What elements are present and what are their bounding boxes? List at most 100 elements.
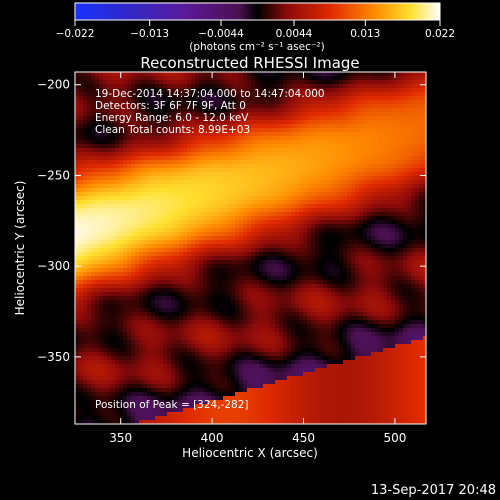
heatmap-cell bbox=[115, 96, 120, 101]
heatmap-cell bbox=[315, 256, 320, 261]
heatmap-cell bbox=[207, 220, 212, 225]
heatmap-cell bbox=[303, 276, 308, 281]
heatmap-cell bbox=[387, 136, 392, 141]
heatmap-cell bbox=[95, 80, 100, 85]
heatmap-cell bbox=[155, 108, 160, 113]
heatmap-cell bbox=[179, 148, 184, 153]
heatmap-cell bbox=[303, 152, 308, 157]
heatmap-cell bbox=[179, 232, 184, 237]
heatmap-cell bbox=[75, 132, 80, 137]
heatmap-cell bbox=[407, 292, 412, 297]
heatmap-cell bbox=[171, 72, 176, 77]
heatmap-cell bbox=[75, 144, 80, 149]
heatmap-cell bbox=[179, 136, 184, 141]
heatmap-cell bbox=[239, 252, 244, 257]
heatmap-cell bbox=[415, 276, 420, 281]
heatmap-cell bbox=[239, 236, 244, 241]
heatmap-cell bbox=[323, 284, 328, 289]
heatmap-cell bbox=[95, 228, 100, 233]
heatmap-cell bbox=[315, 264, 320, 269]
heatmap-cell bbox=[107, 156, 112, 161]
heatmap-cell bbox=[195, 80, 200, 85]
heatmap-cell bbox=[235, 252, 240, 257]
heatmap-cell bbox=[343, 156, 348, 161]
heatmap-cell bbox=[359, 84, 364, 89]
heatmap-cell bbox=[411, 268, 416, 273]
heatmap-cell bbox=[403, 180, 408, 185]
heatmap-cell bbox=[411, 112, 416, 117]
heatmap-cell bbox=[175, 224, 180, 229]
heatmap-cell bbox=[403, 204, 408, 209]
heatmap-cell bbox=[415, 72, 420, 77]
heatmap-cell bbox=[219, 160, 224, 165]
heatmap-cell bbox=[335, 116, 340, 121]
heatmap-cell bbox=[375, 248, 380, 253]
heatmap-cell bbox=[331, 104, 336, 109]
heatmap-cell bbox=[379, 100, 384, 105]
heatmap-cell bbox=[391, 280, 396, 285]
heatmap-cell bbox=[303, 212, 308, 217]
heatmap-cell bbox=[315, 208, 320, 213]
heatmap-cell bbox=[379, 136, 384, 141]
heatmap-cell bbox=[335, 144, 340, 149]
heatmap-cell bbox=[423, 92, 426, 97]
heatmap-cell bbox=[143, 208, 148, 213]
heatmap-cell bbox=[187, 200, 192, 205]
heatmap-cell bbox=[291, 204, 296, 209]
heatmap-cell bbox=[407, 240, 412, 245]
heatmap-cell bbox=[251, 256, 256, 261]
heatmap-cell bbox=[123, 252, 128, 257]
heatmap-cell bbox=[303, 148, 308, 153]
heatmap-cell bbox=[323, 156, 328, 161]
heatmap-cell bbox=[91, 96, 96, 101]
heatmap-cell bbox=[143, 160, 148, 165]
heatmap-cell bbox=[327, 260, 332, 265]
heatmap-cell bbox=[367, 260, 372, 265]
heatmap-cell bbox=[355, 80, 360, 85]
heatmap-cell bbox=[227, 220, 232, 225]
heatmap-cell bbox=[151, 268, 156, 273]
heatmap-cell bbox=[99, 168, 104, 173]
heatmap-cell bbox=[395, 220, 400, 225]
heatmap-cell bbox=[191, 232, 196, 237]
heatmap-cell bbox=[75, 164, 80, 169]
heatmap-cell bbox=[207, 168, 212, 173]
heatmap-cell bbox=[255, 220, 260, 225]
heatmap-cell bbox=[247, 292, 252, 297]
colorbar-ticks: −0.022 −0.013 −0.0044 0.0044 0.013 0.022 bbox=[56, 20, 455, 40]
heatmap-cell bbox=[331, 76, 336, 81]
heatmap-cell bbox=[127, 236, 132, 241]
heatmap-cell bbox=[143, 104, 148, 109]
heatmap-cell bbox=[203, 80, 208, 85]
heatmap-cell bbox=[355, 136, 360, 141]
heatmap-cell bbox=[139, 100, 144, 105]
heatmap-cell bbox=[143, 148, 148, 153]
heatmap-cell bbox=[75, 100, 80, 105]
heatmap-cell bbox=[135, 84, 140, 89]
heatmap-cell bbox=[243, 112, 248, 117]
heatmap-cell bbox=[311, 96, 316, 101]
heatmap-cell bbox=[123, 212, 128, 217]
heatmap-cell bbox=[247, 104, 252, 109]
heatmap-cell bbox=[355, 160, 360, 165]
heatmap-cell bbox=[327, 204, 332, 209]
heatmap-cell bbox=[215, 224, 220, 229]
heatmap-cell bbox=[87, 140, 92, 145]
heatmap-cell bbox=[283, 128, 288, 133]
heatmap-cell bbox=[139, 124, 144, 129]
heatmap-cell bbox=[391, 208, 396, 213]
heatmap-cell bbox=[343, 88, 348, 93]
heatmap-cell bbox=[175, 240, 180, 245]
heatmap-cell bbox=[263, 184, 268, 189]
heatmap-cell bbox=[399, 224, 404, 229]
heatmap-cell bbox=[335, 208, 340, 213]
heatmap-cell bbox=[259, 240, 264, 245]
heatmap-cell bbox=[247, 228, 252, 233]
heatmap-cell bbox=[91, 168, 96, 173]
heatmap-cell bbox=[255, 96, 260, 101]
heatmap-cell bbox=[387, 172, 392, 177]
heatmap-cell bbox=[227, 208, 232, 213]
heatmap-cell bbox=[147, 84, 152, 89]
heatmap-cell bbox=[311, 100, 316, 105]
heatmap-cell bbox=[203, 236, 208, 241]
